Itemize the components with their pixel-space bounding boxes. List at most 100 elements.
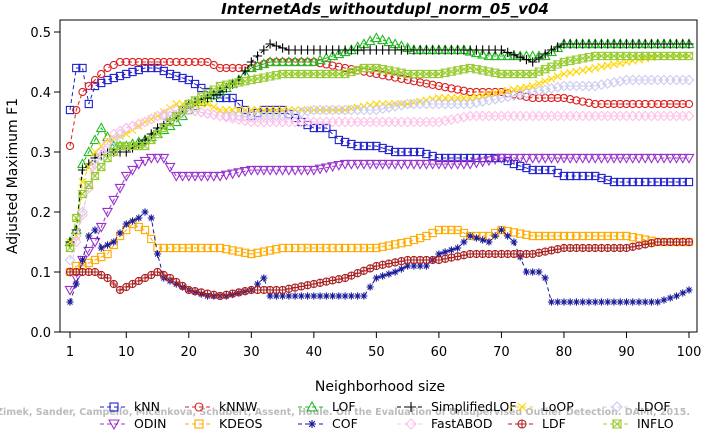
point-lof	[289, 56, 301, 67]
point-loop	[234, 106, 243, 114]
point-odin	[614, 153, 626, 164]
point-knnw	[534, 93, 544, 103]
point-loop	[466, 94, 475, 102]
point-cof	[278, 292, 287, 300]
point-knnw	[672, 99, 681, 109]
point-knn	[659, 177, 669, 187]
legend-marker	[405, 418, 417, 430]
point-cof	[435, 250, 443, 258]
point-simplifiedlof	[503, 47, 513, 57]
point-knnw	[147, 57, 156, 67]
point-knnw	[397, 74, 406, 83]
point-odin	[289, 165, 301, 176]
legend-label: KDEOS	[219, 416, 263, 431]
point-odin	[420, 159, 432, 170]
point-knnw	[659, 99, 669, 109]
point-knnw	[597, 99, 606, 109]
point-loop	[447, 94, 456, 102]
legend-marker	[194, 419, 204, 429]
point-knnw	[390, 73, 400, 82]
point-cof	[316, 292, 324, 300]
point-knnw	[178, 57, 187, 67]
point-cof	[547, 298, 556, 306]
point-loop	[609, 60, 618, 69]
y-tick-label: 0.4	[30, 86, 51, 101]
point-ldof	[389, 101, 401, 112]
point-simplifiedlof	[240, 66, 250, 76]
point-cof	[66, 298, 74, 306]
point-kdeos	[328, 243, 337, 253]
point-kdeos	[541, 231, 550, 241]
point-cof	[72, 280, 80, 288]
point-kdeos	[347, 243, 356, 253]
point-knn	[378, 143, 387, 153]
point-cof	[685, 286, 693, 294]
point-odin	[277, 165, 289, 176]
point-knn	[559, 171, 569, 181]
point-knnw	[453, 85, 462, 94]
point-inflo	[77, 189, 88, 199]
point-odin	[370, 159, 382, 170]
point-loop	[266, 106, 275, 114]
point-odin	[189, 171, 201, 182]
point-cof	[491, 232, 499, 240]
point-odin	[414, 159, 426, 170]
point-cof	[479, 236, 487, 244]
point-kdeos	[591, 231, 600, 241]
point-simplifiedlof	[521, 55, 532, 65]
point-knnw	[134, 57, 143, 67]
point-cof	[591, 298, 599, 306]
point-ldof	[370, 104, 382, 116]
point-kdeos	[584, 231, 594, 241]
point-cof	[466, 232, 474, 240]
point-ldf	[165, 273, 175, 283]
point-loop	[547, 74, 556, 83]
point-knn	[628, 177, 637, 187]
point-knn	[115, 71, 125, 81]
point-loop	[566, 68, 575, 77]
point-kdeos	[509, 228, 519, 237]
legend-label: FastABOD	[431, 416, 493, 431]
point-knn	[422, 149, 431, 159]
point-odin	[627, 153, 639, 164]
plot-frame	[59, 19, 698, 333]
y-axis: 0.0 0.1 0.2 0.3 0.4 0.5	[30, 26, 60, 341]
x-tick-label: 20	[181, 345, 198, 360]
point-kdeos	[616, 231, 625, 241]
point-fastabod	[227, 113, 238, 124]
point-lof	[370, 32, 382, 43]
point-cof	[322, 292, 330, 300]
point-fastabod	[195, 107, 207, 118]
point-kdeos	[190, 243, 200, 253]
point-odin	[445, 159, 457, 170]
point-loop	[553, 72, 562, 81]
point-knn	[672, 177, 681, 187]
point-kdeos	[453, 225, 462, 235]
point-cof	[272, 292, 280, 300]
point-knnw	[228, 63, 237, 73]
point-odin	[602, 153, 614, 164]
point-knn	[234, 99, 243, 109]
point-cof	[635, 298, 643, 306]
point-knnw	[322, 60, 331, 69]
point-cof	[679, 289, 687, 297]
point-odin	[364, 159, 376, 170]
point-cof	[335, 292, 343, 300]
point-fastabod	[120, 122, 132, 134]
point-cof	[522, 268, 531, 276]
point-kdeos	[322, 243, 331, 253]
point-knnw	[159, 57, 168, 67]
point-loop	[228, 106, 237, 114]
point-knn	[678, 177, 687, 187]
point-kdeos	[209, 243, 218, 253]
point-odin	[64, 285, 76, 296]
point-knn	[434, 153, 444, 163]
point-ldof	[602, 78, 614, 89]
x-tick-label: 30	[243, 345, 260, 360]
point-loop	[272, 106, 281, 114]
point-odin	[570, 153, 582, 164]
point-fastabod	[164, 106, 176, 118]
point-cof	[554, 298, 562, 306]
point-odin	[133, 159, 145, 170]
point-loop	[597, 62, 606, 71]
